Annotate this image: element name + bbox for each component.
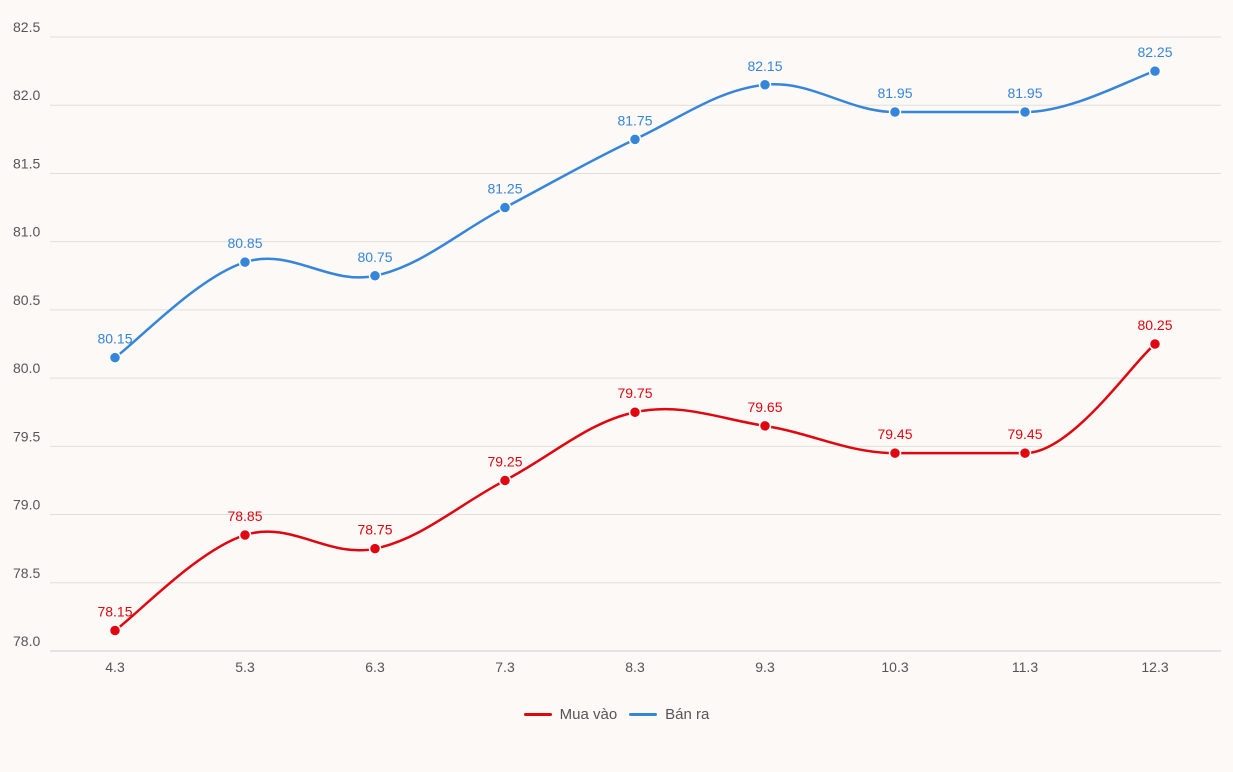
data-point[interactable]	[238, 528, 252, 542]
x-tick-label: 9.3	[755, 659, 775, 675]
y-tick-label: 81.0	[13, 224, 40, 240]
data-label: 78.15	[97, 604, 132, 620]
legend-label-ban-ra: Bán ra	[665, 706, 710, 723]
data-point[interactable]	[368, 542, 382, 555]
data-point[interactable]	[498, 201, 512, 214]
data-point[interactable]	[1018, 446, 1032, 460]
y-tick-label: 78.0	[13, 633, 40, 649]
x-tick-label: 12.3	[1141, 659, 1168, 675]
data-label: 82.15	[747, 58, 782, 74]
data-point[interactable]	[628, 405, 642, 419]
data-label: 80.25	[1137, 317, 1172, 333]
data-label: 80.75	[357, 249, 392, 265]
x-axis-ticks: 4.3 5.3 6.3 7.3 8.3 9.3 10.3 11.3 12.3	[105, 659, 1169, 675]
data-label: 82.25	[1137, 44, 1172, 60]
data-label: 80.15	[97, 331, 132, 347]
data-label: 79.65	[747, 399, 782, 415]
x-tick-label: 4.3	[105, 659, 125, 675]
series-ban-ra: 80.15 80.85 80.75 81.25 81.75 82.15 81.95 81.95…	[97, 44, 1173, 364]
data-point[interactable]	[758, 419, 772, 433]
x-tick-label: 10.3	[881, 659, 908, 675]
x-tick-label: 8.3	[625, 659, 645, 675]
legend-swatch-ban-ra	[629, 713, 658, 716]
series-mua-vao: 78.15 78.85 78.75 79.25 79.75 79.65 79.45 79.45…	[97, 317, 1173, 637]
series: 78.15 78.85 78.75 79.25 79.75 79.65 79.45 79.45…	[97, 44, 1173, 637]
x-tick-label: 7.3	[495, 659, 515, 675]
y-tick-label: 79.0	[13, 497, 40, 513]
data-label: 81.95	[877, 85, 912, 101]
legend-item-ban-ra[interactable]: Bán ra	[629, 706, 709, 723]
x-tick-label: 6.3	[365, 659, 385, 675]
y-tick-label: 80.0	[13, 360, 40, 376]
y-tick-label: 80.5	[13, 292, 40, 308]
data-label: 80.85	[227, 235, 262, 251]
data-point[interactable]	[498, 474, 512, 487]
data-point[interactable]	[888, 105, 902, 119]
data-point[interactable]	[108, 624, 122, 637]
data-point[interactable]	[1018, 105, 1032, 119]
data-point[interactable]	[1148, 337, 1162, 351]
x-tick-label: 11.3	[1012, 659, 1038, 675]
y-axis-ticks: 78.0 78.5 79.0 79.5 80.0 80.5 81.0 81.5 82.0 82.5	[13, 19, 40, 649]
legend-swatch-mua-vao	[523, 713, 552, 716]
data-label: 78.85	[227, 508, 262, 524]
data-label: 79.75	[617, 385, 652, 401]
x-tick-label: 5.3	[235, 659, 255, 675]
data-label: 78.75	[357, 522, 392, 538]
data-label: 79.45	[1007, 426, 1042, 442]
legend-label-mua-vao: Mua vào	[559, 706, 618, 723]
y-tick-label: 82.5	[13, 19, 40, 35]
data-point[interactable]	[1148, 64, 1162, 78]
y-tick-label: 81.5	[13, 155, 40, 171]
legend-item-mua-vao[interactable]: Mua vào	[523, 706, 618, 723]
y-tick-label: 82.0	[13, 87, 40, 103]
data-label: 81.95	[1007, 85, 1042, 101]
y-tick-label: 78.5	[13, 565, 40, 581]
data-label: 81.75	[617, 112, 652, 128]
data-point[interactable]	[368, 269, 382, 283]
data-label: 79.25	[487, 453, 522, 469]
data-point[interactable]	[238, 255, 252, 269]
data-point[interactable]	[888, 446, 902, 460]
gridlines	[50, 36, 1221, 652]
legend: Mua vào Bán ra	[0, 706, 1233, 723]
data-point[interactable]	[758, 78, 772, 92]
data-label: 79.45	[877, 426, 912, 442]
y-tick-label: 79.5	[13, 428, 40, 444]
data-point[interactable]	[628, 133, 642, 146]
data-label: 81.25	[487, 181, 522, 197]
data-point[interactable]	[108, 351, 122, 364]
